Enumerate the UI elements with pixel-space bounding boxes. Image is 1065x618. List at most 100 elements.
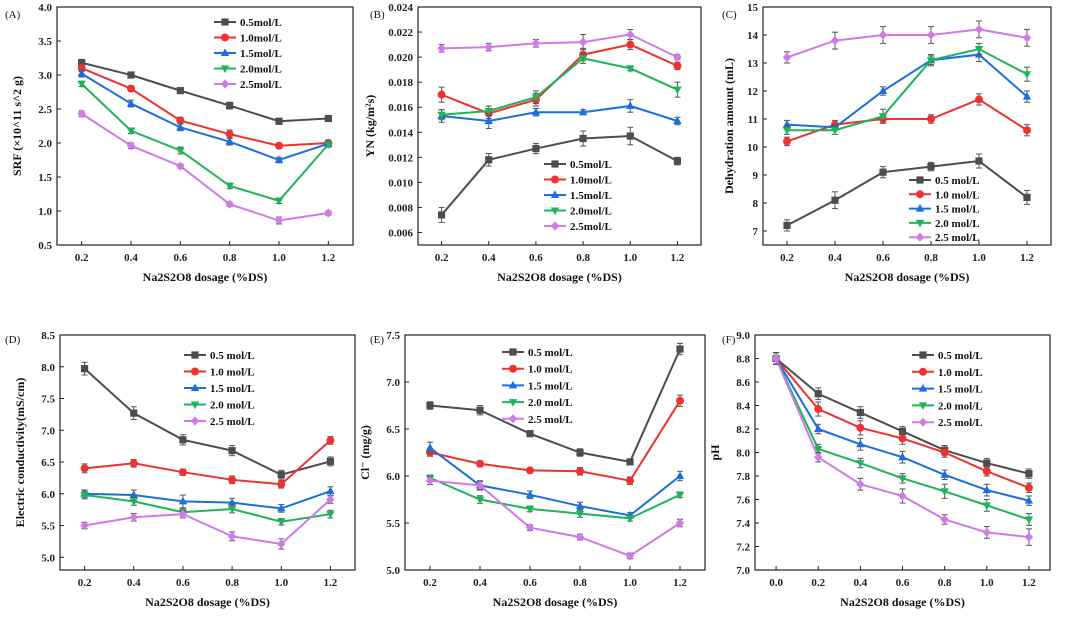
x-tick-label: 1.0	[623, 252, 637, 264]
y-tick-label: 6.0	[386, 471, 400, 483]
series-1	[437, 126, 682, 223]
y-tick-label: 3.5	[38, 36, 52, 48]
data-point	[476, 406, 484, 414]
y-tick-label: 5.5	[386, 518, 400, 530]
data-point	[129, 490, 138, 499]
legend-marker	[221, 18, 229, 26]
legend-label: 0.5 mol/L	[528, 347, 573, 359]
legend-marker	[551, 160, 559, 168]
data-point	[831, 196, 839, 204]
data-point	[578, 107, 588, 116]
y-tick-label: 7.0	[41, 425, 55, 437]
series-1	[783, 153, 1031, 232]
series-line	[80, 83, 330, 202]
data-point	[974, 24, 984, 34]
data-point	[975, 95, 983, 104]
data-point	[475, 480, 485, 490]
series-line	[84, 494, 331, 523]
legend: 0.5mol/L 1.0mol/L 1.5mol/L 2.0mol/L 2.5mol/L	[214, 17, 282, 91]
data-point	[782, 52, 792, 62]
series-line	[429, 476, 681, 520]
legend-label: 1.5 mol/L	[935, 204, 980, 216]
y-tick-label: 8.5	[41, 330, 55, 342]
data-point	[975, 157, 983, 165]
y-tick-label: 9	[753, 170, 759, 182]
data-point	[225, 137, 234, 145]
y-tick-label: 0.018	[388, 77, 413, 89]
x-tick-label: 0.6	[529, 252, 543, 264]
data-point	[525, 505, 535, 514]
data-point	[676, 345, 684, 353]
y-axis-title: Dehydration amount (mL)	[722, 58, 736, 194]
x-tick-label: 0.8	[573, 577, 587, 589]
data-point	[437, 43, 446, 53]
data-point	[225, 182, 234, 191]
data-point	[532, 144, 540, 153]
series-4	[80, 490, 335, 527]
data-point	[626, 101, 635, 109]
legend: 0.5 mol/L 1.0 mol/L 1.5 mol/L 2.0 mol/L 2.5 …	[909, 175, 980, 244]
legend-label: 2.0 mol/L	[528, 397, 573, 409]
x-tick-label: 0.2	[75, 252, 89, 264]
data-point	[898, 427, 907, 435]
series-line	[775, 358, 1030, 539]
series-line	[786, 28, 1028, 59]
y-tick-label: 10	[747, 142, 759, 154]
legend-label: 2.5 mol/L	[938, 417, 983, 429]
data-point	[673, 116, 682, 124]
x-tick-label: 0.4	[473, 577, 487, 589]
series-line	[429, 479, 681, 558]
legend-label: 0.5 mol/L	[938, 350, 983, 362]
series-line	[441, 33, 678, 59]
data-point	[531, 94, 541, 102]
panel-label: (F)	[722, 334, 736, 346]
data-point	[176, 87, 184, 95]
data-point	[856, 439, 865, 448]
y-tick-label: 15	[747, 2, 759, 14]
y-tick-label: 7.0	[386, 377, 400, 389]
series-line	[786, 98, 1028, 143]
data-point	[1025, 470, 1033, 478]
data-point	[626, 40, 635, 49]
y-tick-label: 8	[753, 198, 759, 210]
legend-label: 0.5mol/L	[570, 159, 612, 171]
series-line	[84, 439, 332, 486]
legend-marker	[508, 399, 518, 407]
data-point	[783, 137, 791, 146]
panel-label: (D)	[5, 334, 21, 346]
legend-label: 1.0mol/L	[570, 175, 612, 187]
data-point	[1024, 516, 1034, 525]
legend-marker	[508, 414, 518, 424]
y-tick-label: 7.5	[386, 330, 400, 342]
series-line	[440, 135, 678, 216]
legend-label: 2.0 mol/L	[938, 400, 983, 412]
legend-label: 0.5 mol/L	[935, 175, 980, 187]
data-point	[771, 353, 781, 364]
data-point	[176, 116, 185, 125]
legend-marker	[509, 364, 517, 373]
data-point	[437, 111, 446, 120]
data-point	[178, 496, 188, 505]
y-tick-label: 2.5	[38, 104, 52, 116]
y-tick-label: 0.008	[388, 202, 413, 214]
y-tick-label: 12	[747, 86, 759, 98]
data-point	[78, 59, 86, 67]
x-axis-title: Na2S2O8 dosage (%DS)	[145, 595, 270, 609]
y-tick-label: 0.006	[388, 227, 413, 239]
data-point	[982, 485, 991, 494]
legend-label: 1.5mol/L	[570, 190, 612, 202]
data-point	[1022, 71, 1032, 79]
data-point	[814, 424, 823, 432]
data-point	[425, 443, 435, 451]
plot-frame	[417, 6, 702, 246]
data-point	[576, 467, 584, 476]
panel-e: 0.2 0.4 0.6 0.8 1.0 1.2 5.0 5.5 6.0 6.5 7.0 7.5 Na2S…	[358, 330, 706, 609]
legend-marker	[190, 383, 200, 391]
legend: 0.5mol/L 1.0mol/L 1.5mol/L 2.0mol/L 2.5mol/L	[544, 159, 612, 233]
legend-label: 0.5 mol/L	[210, 350, 255, 362]
x-axis-title: Na2S2O8 dosage (%DS)	[845, 270, 970, 284]
x-tick-label: 1.2	[324, 577, 338, 589]
data-point	[129, 459, 138, 468]
series-3	[437, 99, 682, 130]
x-tick-label: 1.0	[274, 577, 288, 589]
